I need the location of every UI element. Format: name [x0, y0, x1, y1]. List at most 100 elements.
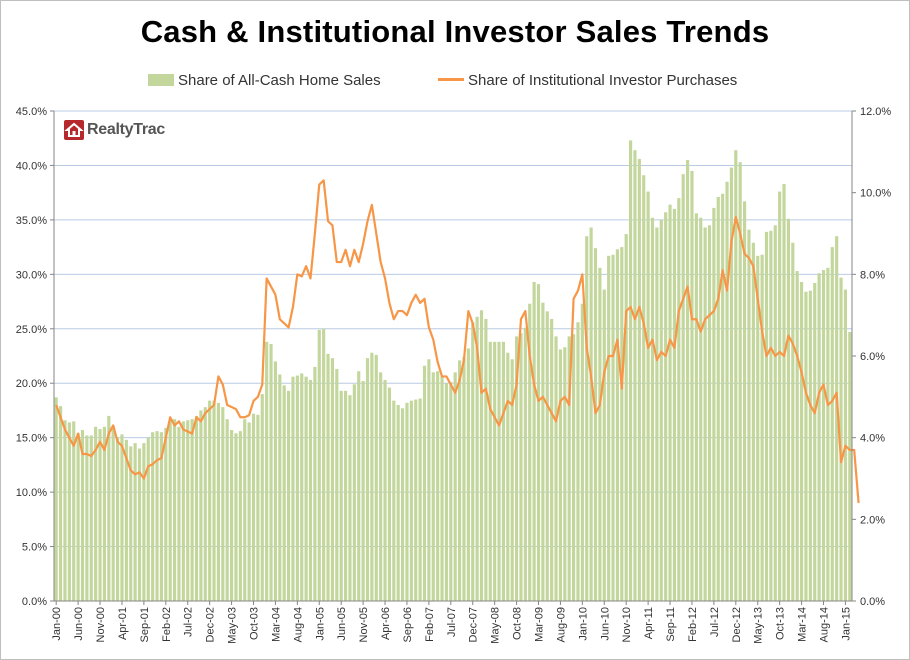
bar-cash-sales [655, 227, 659, 601]
y-right-tick-label: 0.0% [860, 596, 885, 608]
y-left-tick-label: 5.0% [22, 542, 47, 554]
bar-cash-sales [471, 322, 475, 601]
bar-cash-sales [269, 344, 273, 601]
bar-cash-sales [379, 372, 383, 601]
bar-cash-sales [102, 426, 106, 601]
x-tick-label: Jul-12 [709, 607, 721, 637]
bar-cash-sales [216, 402, 220, 601]
bar-cash-sales [528, 303, 532, 601]
x-tick-label: Jan-00 [51, 607, 63, 641]
bar-cash-sales [743, 201, 747, 601]
bar-cash-sales [572, 334, 576, 601]
bar-cash-sales [94, 426, 98, 601]
bar-cash-sales [633, 150, 637, 601]
bar-cash-sales [778, 191, 782, 601]
x-tick-label: Oct-13 [775, 607, 787, 640]
bar-cash-sales [835, 236, 839, 601]
bar-cash-sales [602, 289, 606, 601]
bar-cash-sales [830, 247, 834, 602]
bar-cash-sales [317, 329, 321, 601]
bar-cash-sales [159, 432, 163, 601]
bar-cash-sales [716, 197, 720, 601]
bar-cash-sales [273, 361, 277, 601]
x-tick-label: Jul-07 [446, 607, 458, 637]
bar-cash-sales [72, 421, 76, 601]
y-left-tick-label: 40.0% [16, 160, 47, 172]
bar-cash-sales [624, 234, 628, 602]
bar-cash-sales [466, 348, 470, 601]
bar-cash-sales [422, 365, 427, 601]
bar-cash-sales [129, 446, 133, 601]
bar-cash-sales [221, 407, 225, 601]
axes [50, 110, 856, 605]
bar-cash-sales [396, 405, 400, 601]
bar-cash-sales [436, 371, 440, 601]
bar-cash-sales [756, 255, 760, 601]
bar-cash-sales [519, 333, 523, 601]
bar-cash-sales [615, 249, 619, 602]
x-tick-label: Apr-11 [643, 607, 655, 639]
bar-cash-sales [721, 193, 725, 601]
x-tick-label: Mar-09 [534, 607, 546, 642]
bar-cash-sales [291, 376, 295, 601]
bar-cash-sales [67, 422, 71, 601]
bar-cash-sales [225, 419, 229, 601]
y-left-tick-label: 25.0% [16, 324, 47, 336]
bar-cash-sales [230, 430, 234, 601]
bar-cash-sales [804, 291, 808, 601]
bar-cash-sales [155, 431, 159, 601]
bar-cash-sales [839, 277, 843, 601]
x-tick-label: May-08 [490, 607, 502, 644]
bar-cash-sales [725, 181, 729, 601]
x-tick-label: Aug-09 [555, 607, 567, 642]
bar-cash-sales [392, 400, 396, 601]
y-left-tick-label: 10.0% [16, 487, 47, 499]
bar-cash-sales [734, 150, 738, 601]
bar-cash-sales [585, 236, 589, 601]
x-tick-label: Dec-07 [468, 607, 480, 642]
bar-cash-sales [458, 360, 462, 601]
bar-cash-sales [247, 422, 251, 601]
bar-cash-sales [637, 158, 641, 601]
legend: Share of All-Cash Home Sales Share of In… [0, 72, 910, 92]
bar-cash-sales [488, 341, 492, 601]
bar-cash-sales [203, 407, 207, 601]
bar-cash-sales [545, 311, 549, 601]
bar-cash-sales [532, 281, 536, 601]
y-left-tick-label: 45.0% [16, 106, 47, 118]
bar-cash-sales [800, 281, 804, 601]
bar-cash-sales [414, 399, 418, 601]
bar-cash-sales [821, 269, 826, 601]
bar-cash-sales [729, 167, 733, 601]
bar-cash-sales [304, 376, 308, 601]
bar-cash-sales [374, 354, 378, 601]
bar-cash-sales [484, 318, 488, 601]
legend-item-cash-sales: Share of All-Cash Home Sales [148, 72, 381, 90]
bar-cash-sales [493, 341, 497, 601]
bar-cash-sales [370, 352, 374, 601]
bar-cash-sales [554, 336, 558, 601]
bar-cash-sales [260, 394, 264, 601]
bar-cash-sales [558, 349, 562, 601]
x-tick-label: Mar-04 [270, 607, 282, 642]
bar-cash-sales [282, 385, 286, 601]
bar-cash-sales [352, 384, 356, 601]
bar-cash-sales [308, 379, 313, 601]
x-tick-label: Dec-02 [205, 607, 217, 642]
x-tick-label: Jan-15 [840, 607, 852, 641]
bar-cash-sales [177, 426, 181, 601]
x-tick-label: Aug-04 [292, 607, 304, 642]
bar-cash-sales [278, 374, 282, 601]
y-right-tick-label: 6.0% [860, 351, 885, 363]
bar-cash-sales [782, 183, 786, 601]
bar-cash-sales [344, 390, 348, 601]
bar-cash-sales [738, 162, 742, 601]
x-tick-label: Aug-14 [819, 607, 831, 642]
bar-cash-sales [589, 227, 593, 601]
x-tick-label: Sep-06 [402, 607, 414, 642]
bar-cash-sales [686, 160, 690, 601]
bar-cash-sales [694, 213, 698, 602]
y-left-tick-label: 30.0% [16, 269, 47, 281]
bar-cash-sales [190, 419, 194, 601]
legend-item-investor: Share of Institutional Investor Purchase… [438, 72, 737, 90]
